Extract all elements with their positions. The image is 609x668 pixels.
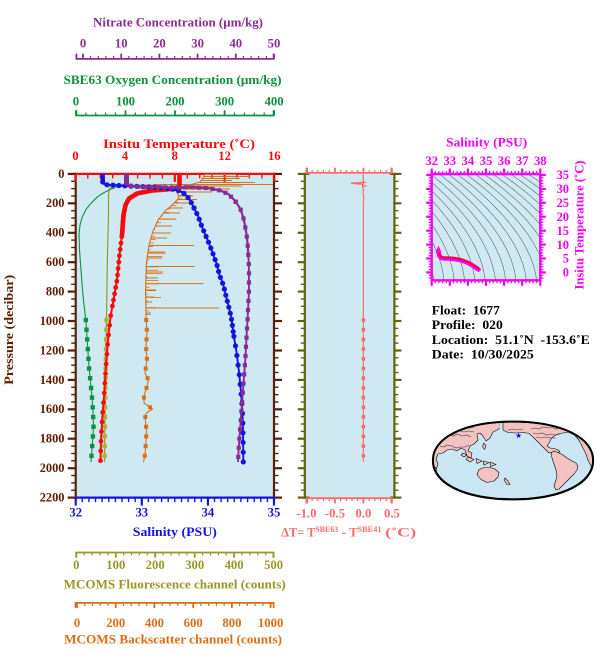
svg-text:1400: 1400 <box>40 373 65 387</box>
svg-text:Date: 10/30/2025: Date: 10/30/2025 <box>432 347 535 362</box>
svg-text:25: 25 <box>557 196 569 210</box>
svg-text:50: 50 <box>268 37 281 51</box>
svg-text:500: 500 <box>264 558 283 572</box>
svg-text:MCOMS Fluorescence channel (co: MCOMS Fluorescence channel (counts) <box>64 577 286 591</box>
svg-text:800: 800 <box>222 616 241 630</box>
svg-text:100: 100 <box>116 95 135 109</box>
svg-text:34: 34 <box>462 154 475 168</box>
svg-text:Float: 1677: Float: 1677 <box>432 302 501 317</box>
svg-text:20: 20 <box>153 37 166 51</box>
svg-text:400: 400 <box>46 226 65 240</box>
svg-text:10: 10 <box>115 37 128 51</box>
svg-text:0: 0 <box>72 149 78 163</box>
svg-text:400: 400 <box>225 558 244 572</box>
svg-text:200: 200 <box>146 558 165 572</box>
svg-text:34: 34 <box>202 506 215 520</box>
svg-text:0.5: 0.5 <box>384 507 400 521</box>
svg-text:32: 32 <box>69 506 82 520</box>
svg-text:16: 16 <box>268 149 281 163</box>
svg-text:20: 20 <box>557 210 569 224</box>
svg-text:ΔT= T: ΔT= T <box>281 526 316 540</box>
svg-text:0: 0 <box>563 266 569 280</box>
svg-text:35: 35 <box>557 168 569 182</box>
svg-text:37: 37 <box>516 154 529 168</box>
svg-text:35: 35 <box>480 154 493 168</box>
svg-text:35: 35 <box>268 506 281 520</box>
svg-text:0: 0 <box>80 37 86 51</box>
svg-text:200: 200 <box>106 616 125 630</box>
svg-text:5: 5 <box>563 252 569 266</box>
svg-text:300: 300 <box>215 95 234 109</box>
svg-text:38: 38 <box>534 154 547 168</box>
svg-text:Profile: 020: Profile: 020 <box>432 317 503 332</box>
svg-text:(˚C): (˚C) <box>385 526 416 540</box>
svg-text:600: 600 <box>184 616 203 630</box>
svg-text:SBE41: SBE41 <box>358 524 382 534</box>
svg-text:15: 15 <box>557 224 569 238</box>
svg-text:1800: 1800 <box>40 432 65 446</box>
svg-text:1000: 1000 <box>258 616 283 630</box>
svg-text:600: 600 <box>46 255 65 269</box>
svg-text:0: 0 <box>73 95 79 109</box>
svg-text:200: 200 <box>165 95 184 109</box>
svg-text:SBE63: SBE63 <box>315 524 339 534</box>
svg-text:Pressure (decibar): Pressure (decibar) <box>2 275 16 385</box>
svg-text:0: 0 <box>74 616 80 630</box>
svg-text:Salinity (PSU): Salinity (PSU) <box>446 135 527 149</box>
svg-text:0.0: 0.0 <box>355 507 371 521</box>
svg-text:2200: 2200 <box>40 491 65 505</box>
svg-text:MCOMS Backscatter channel (cou: MCOMS Backscatter channel (counts) <box>64 633 282 647</box>
svg-text:0: 0 <box>58 167 64 181</box>
svg-text:Insitu Temperature (˚C): Insitu Temperature (˚C) <box>103 137 255 151</box>
svg-text:Location: 51.1˚N -153.6˚E: Location: 51.1˚N -153.6˚E <box>432 332 590 347</box>
svg-text:2000: 2000 <box>40 461 65 475</box>
svg-text:4: 4 <box>122 149 129 163</box>
svg-text:12: 12 <box>218 149 231 163</box>
svg-text:- T: - T <box>342 526 359 540</box>
svg-text:Insitu Temperature (˚C): Insitu Temperature (˚C) <box>573 161 587 290</box>
svg-text:10: 10 <box>557 238 569 252</box>
svg-text:33: 33 <box>135 506 148 520</box>
svg-text:8: 8 <box>172 149 178 163</box>
svg-text:SBE63 Oxygen Concentration (μm: SBE63 Oxygen Concentration (μm/kg) <box>64 73 282 87</box>
svg-text:100: 100 <box>106 558 125 572</box>
svg-text:400: 400 <box>145 616 164 630</box>
svg-text:36: 36 <box>498 154 511 168</box>
svg-text:1200: 1200 <box>40 343 65 357</box>
svg-text:30: 30 <box>191 37 204 51</box>
svg-text:-0.5: -0.5 <box>325 507 345 521</box>
svg-text:300: 300 <box>185 558 204 572</box>
svg-text:40: 40 <box>229 37 242 51</box>
svg-text:0: 0 <box>73 558 79 572</box>
svg-text:400: 400 <box>265 95 284 109</box>
svg-text:200: 200 <box>46 196 65 210</box>
svg-text:1600: 1600 <box>40 402 65 416</box>
svg-text:-1.0: -1.0 <box>296 507 316 521</box>
svg-text:Nitrate Concentration (μm/kg): Nitrate Concentration (μm/kg) <box>93 16 263 30</box>
svg-text:32: 32 <box>425 154 438 168</box>
svg-text:1000: 1000 <box>40 314 65 328</box>
svg-text:800: 800 <box>46 285 65 299</box>
svg-text:Salinity (PSU): Salinity (PSU) <box>133 525 217 539</box>
svg-text:33: 33 <box>443 154 456 168</box>
svg-text:30: 30 <box>557 182 569 196</box>
